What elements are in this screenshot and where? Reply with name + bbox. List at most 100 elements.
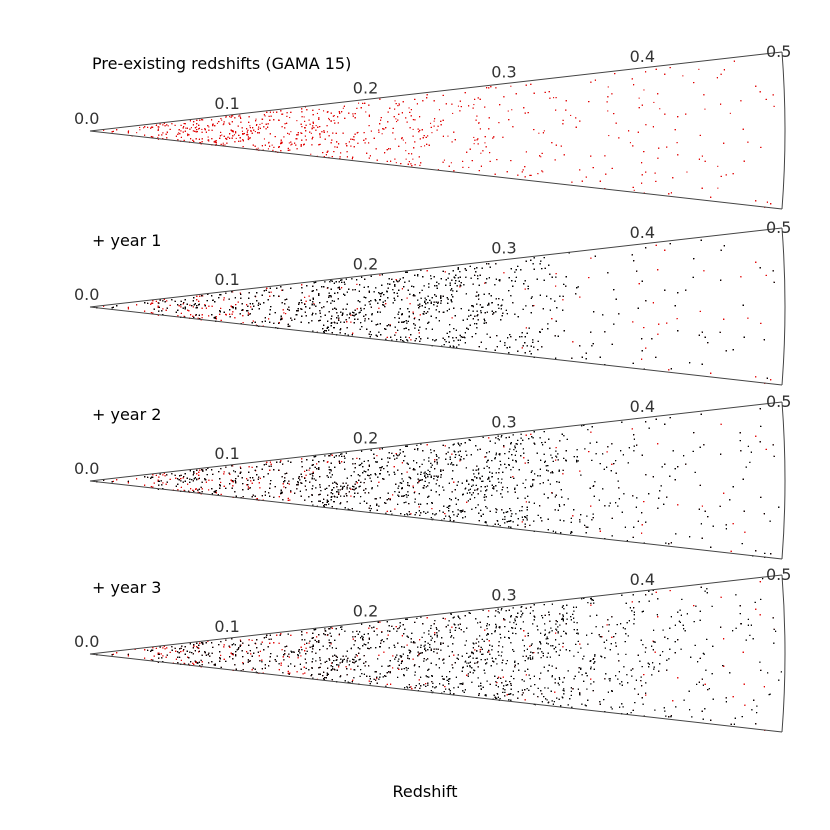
galaxy-point <box>409 127 411 129</box>
galaxy-point <box>231 313 233 315</box>
galaxy-point <box>468 166 470 168</box>
galaxy-point <box>283 312 285 314</box>
galaxy-point <box>232 115 234 117</box>
galaxy-point <box>273 146 275 148</box>
galaxy-point <box>641 182 643 184</box>
galaxy-point <box>297 134 299 136</box>
galaxy-point <box>353 146 355 148</box>
galaxy-point <box>698 158 700 160</box>
galaxy-point <box>189 120 191 122</box>
galaxy-point <box>395 332 397 334</box>
galaxy-point <box>328 119 330 121</box>
galaxy-point <box>351 158 353 160</box>
galaxy-point <box>380 117 382 119</box>
galaxy-point <box>657 93 659 95</box>
galaxy-point <box>570 114 572 116</box>
galaxy-point <box>139 129 141 131</box>
galaxy-point <box>269 111 271 113</box>
galaxy-point <box>443 159 445 161</box>
galaxy-point <box>242 133 244 135</box>
galaxy-point <box>188 134 190 136</box>
galaxy-point <box>225 314 227 316</box>
galaxy-point <box>252 144 254 146</box>
galaxy-point <box>522 169 524 171</box>
galaxy-point <box>637 131 639 133</box>
galaxy-point <box>407 163 409 165</box>
galaxy-point <box>462 166 464 168</box>
galaxy-point <box>664 73 666 75</box>
galaxy-point <box>238 140 240 142</box>
galaxy-point <box>342 132 344 134</box>
galaxy-point <box>643 89 645 91</box>
galaxy-point <box>336 146 338 148</box>
galaxy-point <box>229 116 231 118</box>
galaxy-point <box>599 180 601 182</box>
galaxy-point <box>286 122 288 124</box>
galaxy-point <box>337 116 339 118</box>
galaxy-point <box>319 134 321 136</box>
galaxy-point <box>563 154 565 156</box>
galaxy-point <box>231 130 233 132</box>
galaxy-point <box>232 311 234 313</box>
galaxy-point <box>216 122 218 124</box>
galaxy-point <box>575 117 577 119</box>
galaxy-point <box>323 130 325 132</box>
galaxy-point <box>289 117 291 119</box>
galaxy-point <box>537 173 539 175</box>
galaxy-point <box>208 139 210 141</box>
galaxy-point <box>337 122 339 124</box>
galaxy-point <box>710 196 712 198</box>
galaxy-point <box>395 103 397 105</box>
galaxy-point <box>389 107 391 109</box>
tick-label: 0.0 <box>74 109 99 128</box>
galaxy-point <box>473 143 475 145</box>
galaxy-point <box>220 143 222 145</box>
galaxy-point <box>489 160 491 162</box>
galaxy-point <box>280 139 282 141</box>
galaxy-point <box>323 131 325 133</box>
galaxy-point <box>296 148 298 150</box>
galaxy-point <box>193 121 195 123</box>
galaxy-point <box>263 126 265 128</box>
galaxy-point <box>338 111 340 113</box>
galaxy-point <box>362 102 364 104</box>
galaxy-point <box>363 139 365 141</box>
galaxy-point <box>368 125 370 127</box>
galaxy-point <box>202 119 204 121</box>
galaxy-point <box>304 120 306 122</box>
galaxy-point <box>232 135 234 137</box>
galaxy-point <box>645 347 647 349</box>
galaxy-point <box>422 100 424 102</box>
galaxy-point <box>445 103 447 105</box>
galaxy-point <box>246 128 248 130</box>
galaxy-point <box>658 323 660 325</box>
galaxy-point <box>192 315 194 317</box>
galaxy-point <box>354 117 356 119</box>
galaxy-point <box>325 154 327 156</box>
galaxy-point <box>339 112 341 114</box>
galaxy-point <box>222 144 224 146</box>
galaxy-point <box>590 257 592 259</box>
galaxy-point <box>143 127 145 129</box>
galaxy-point <box>345 143 347 145</box>
galaxy-point <box>356 132 358 134</box>
galaxy-point <box>223 121 225 123</box>
galaxy-point <box>255 148 257 150</box>
galaxy-point <box>319 136 321 138</box>
galaxy-point <box>350 145 352 147</box>
galaxy-point <box>524 288 526 290</box>
galaxy-point <box>389 148 391 150</box>
galaxy-point <box>195 138 197 140</box>
galaxy-point <box>720 175 722 177</box>
galaxy-point <box>224 144 226 146</box>
galaxy-point <box>333 151 335 153</box>
galaxy-point <box>426 270 428 272</box>
cone-panel-2: + year 10.00.10.20.30.4 0.5 <box>74 218 791 386</box>
galaxy-point <box>575 126 577 128</box>
galaxy-point <box>571 181 573 183</box>
galaxy-point <box>304 303 306 305</box>
galaxy-point <box>161 134 163 136</box>
galaxy-point <box>542 132 544 134</box>
galaxy-point <box>157 136 159 138</box>
galaxy-point <box>428 144 430 146</box>
